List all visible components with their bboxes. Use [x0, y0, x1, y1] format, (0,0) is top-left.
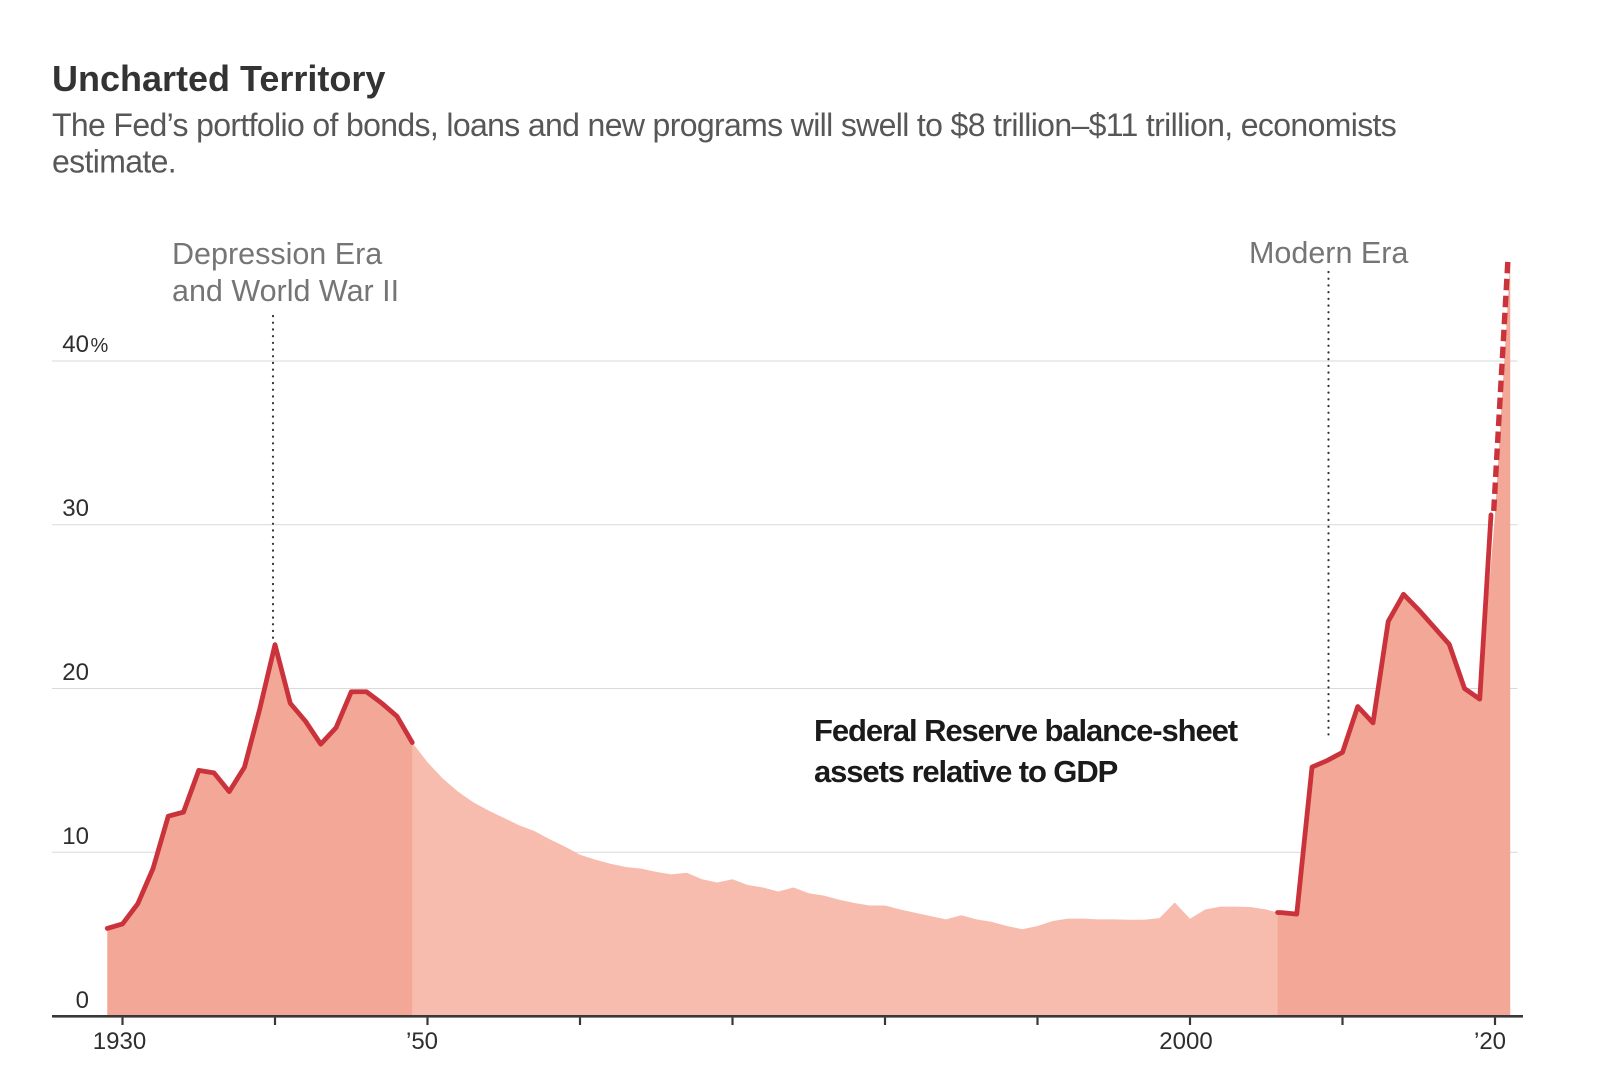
svg-text:’20: ’20	[1474, 1028, 1506, 1055]
svg-text:10: 10	[62, 823, 89, 850]
svg-text:40: 40	[62, 331, 89, 358]
svg-text:30: 30	[62, 495, 89, 522]
svg-text:Depression Era: Depression Era	[172, 237, 382, 271]
svg-text:2000: 2000	[1159, 1028, 1212, 1055]
svg-text:Uncharted Territory: Uncharted Territory	[52, 58, 385, 99]
svg-text:assets relative to GDP: assets relative to GDP	[814, 754, 1118, 789]
svg-text:%: %	[91, 335, 109, 357]
svg-text:20: 20	[62, 659, 89, 686]
svg-text:estimate.: estimate.	[52, 144, 176, 180]
svg-text:Modern Era: Modern Era	[1249, 236, 1408, 270]
svg-text:’50: ’50	[406, 1028, 438, 1055]
svg-text:Federal Reserve balance-sheet: Federal Reserve balance-sheet	[814, 713, 1238, 748]
svg-text:0: 0	[76, 987, 89, 1014]
svg-text:and World War II: and World War II	[172, 274, 399, 308]
svg-text:1930: 1930	[93, 1028, 146, 1055]
svg-text:The Fed’s portfolio of bonds,: The Fed’s portfolio of bonds, loans and …	[52, 107, 1396, 143]
